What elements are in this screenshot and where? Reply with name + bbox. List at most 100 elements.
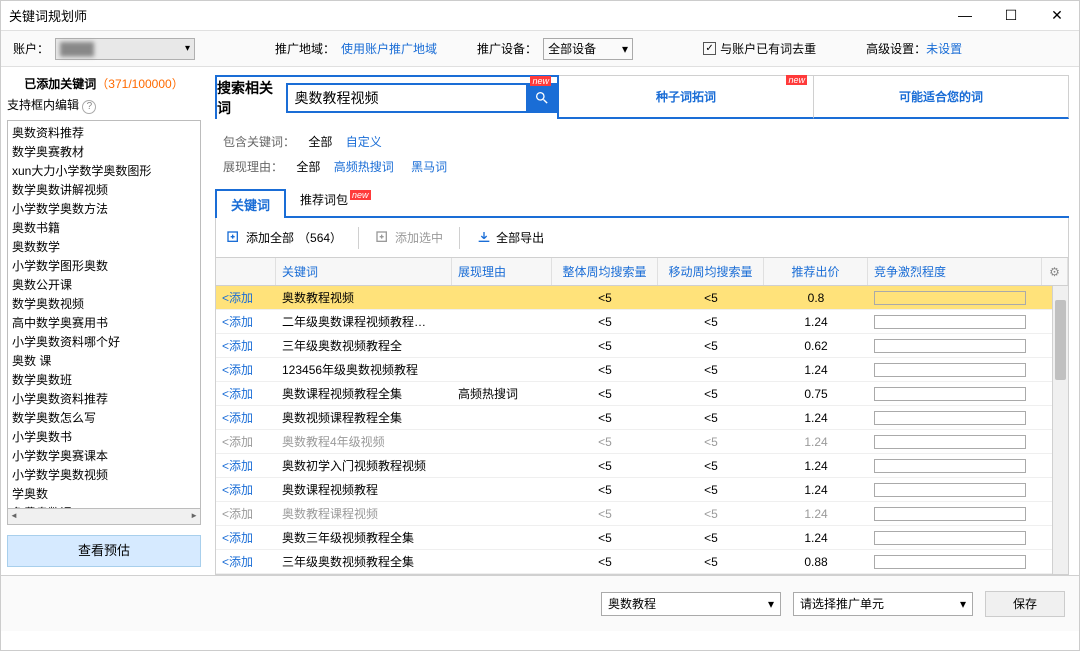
col-keyword[interactable]: 关键词 [276, 258, 452, 285]
cell-bid: 1.24 [764, 507, 868, 521]
list-item[interactable]: 奥数 课 [10, 351, 198, 370]
cell-bid: 1.24 [764, 363, 868, 377]
cell-keyword: 二年级奥数课程视频教程… [276, 313, 452, 330]
table-row[interactable]: <添加奥数课程视频教程全集高频热搜词<5<50.75 [216, 382, 1068, 406]
tab-search-related[interactable]: 搜索相关词 new [215, 75, 559, 119]
maximize-button[interactable]: ☐ [997, 7, 1025, 24]
cell-keyword: 奥数教程4年级视频 [276, 433, 452, 450]
list-item[interactable]: 数学奥数讲解视频 [10, 180, 198, 199]
main-tabs: 搜索相关词 new 种子词拓词 new 可能适合您的词 [215, 75, 1069, 119]
list-item[interactable]: 数学奥数班 [10, 370, 198, 389]
table-row[interactable]: <添加奥数教程课程视频<5<51.24 [216, 502, 1068, 526]
add-link[interactable]: <添加 [222, 483, 253, 497]
dedupe-checkbox-wrap[interactable]: ✓ 与账户已有词去重 [703, 40, 816, 57]
list-item[interactable]: 小学数学图形奥数 [10, 256, 198, 275]
horizontal-scrollbar[interactable] [7, 509, 201, 525]
settings-icon[interactable]: ⚙ [1042, 258, 1068, 285]
subtab-packs[interactable]: 推荐词包new [286, 187, 385, 216]
help-icon[interactable]: ? [82, 100, 96, 114]
add-link[interactable]: <添加 [222, 411, 253, 425]
add-link[interactable]: <添加 [222, 291, 253, 305]
adv-value-link[interactable]: 未设置 [926, 40, 962, 57]
cell-msearch: <5 [658, 387, 764, 401]
vertical-scrollbar[interactable] [1052, 286, 1068, 574]
cell-bid: 1.24 [764, 315, 868, 329]
search-input[interactable] [286, 83, 526, 113]
table-row[interactable]: <添加奥数教程视频<5<50.8 [216, 286, 1068, 310]
cell-bid: 0.8 [764, 291, 868, 305]
preview-button[interactable]: 查看预估 [7, 535, 201, 567]
list-item[interactable]: 小学奥数资料推荐 [10, 389, 198, 408]
window-title: 关键词规划师 [9, 6, 87, 25]
list-item[interactable]: 奥数公开课 [10, 275, 198, 294]
col-search[interactable]: 整体周均搜索量 [552, 258, 658, 285]
list-item[interactable]: 学奥数 [10, 484, 198, 503]
add-link[interactable]: <添加 [222, 363, 253, 377]
filter-hot[interactable]: 高频热搜词 [334, 160, 394, 174]
col-reason[interactable]: 展现理由 [452, 258, 552, 285]
list-item[interactable]: 奥数书籍 [10, 218, 198, 237]
cell-competition [868, 531, 1042, 545]
table-row[interactable]: <添加奥数初学入门视频教程视频<5<51.24 [216, 454, 1068, 478]
add-selected-icon [375, 230, 391, 246]
list-item[interactable]: 数学奥数视频 [10, 294, 198, 313]
window-controls: — ☐ ✕ [951, 7, 1071, 24]
col-msearch[interactable]: 移动周均搜索量 [658, 258, 764, 285]
table-row[interactable]: <添加123456年级奥数视频教程<5<51.24 [216, 358, 1068, 382]
table-row[interactable]: <添加奥数课程视频教程<5<51.24 [216, 478, 1068, 502]
add-all-button[interactable]: 添加全部（564） [226, 229, 342, 246]
table-row[interactable]: <添加奥数教程4年级视频<5<51.24 [216, 430, 1068, 454]
table-row[interactable]: <添加三年级奥数视频教程全<5<50.62 [216, 334, 1068, 358]
tab-seed-expand[interactable]: 种子词拓词 new [559, 75, 814, 119]
region-value-link[interactable]: 使用账户推广地域 [341, 40, 437, 57]
list-item[interactable]: 小学奥数书 [10, 427, 198, 446]
add-link[interactable]: <添加 [222, 459, 253, 473]
export-all-button[interactable]: 全部导出 [476, 229, 544, 246]
subtab-keywords[interactable]: 关键词 [215, 189, 286, 218]
cell-bid: 1.24 [764, 531, 868, 545]
save-button[interactable]: 保存 [985, 591, 1065, 617]
list-item[interactable]: 奥数资料推荐 [10, 123, 198, 142]
footer-select-campaign[interactable]: 奥数教程▾ [601, 592, 781, 616]
cell-bid: 1.24 [764, 483, 868, 497]
cell-msearch: <5 [658, 363, 764, 377]
list-item[interactable]: 小学数学奥数视频 [10, 465, 198, 484]
col-bid[interactable]: 推荐出价 [764, 258, 868, 285]
list-item[interactable]: 小学数学奥数方法 [10, 199, 198, 218]
cell-msearch: <5 [658, 315, 764, 329]
list-item[interactable]: 高中数学奥赛用书 [10, 313, 198, 332]
chevron-down-icon: ▾ [768, 597, 774, 611]
search-button[interactable] [526, 83, 557, 113]
table-header: 关键词 展现理由 整体周均搜索量 移动周均搜索量 推荐出价 竞争激烈程度 ⚙ [216, 258, 1068, 286]
account-select[interactable]: ████ ▾ [55, 38, 195, 60]
add-link[interactable]: <添加 [222, 339, 253, 353]
footer-select-adgroup[interactable]: 请选择推广单元▾ [793, 592, 973, 616]
close-button[interactable]: ✕ [1043, 7, 1071, 24]
list-item[interactable]: 小学奥数资料哪个好 [10, 332, 198, 351]
cell-keyword: 奥数课程视频教程全集 [276, 385, 452, 402]
table-row[interactable]: <添加奥数三年级视频教程全集<5<51.24 [216, 526, 1068, 550]
list-item[interactable]: 数学奥数怎么写 [10, 408, 198, 427]
tab-suitable[interactable]: 可能适合您的词 [814, 75, 1069, 119]
minimize-button[interactable]: — [951, 7, 979, 24]
add-link[interactable]: <添加 [222, 555, 253, 569]
filter-custom[interactable]: 自定义 [346, 135, 382, 149]
cell-competition [868, 411, 1042, 425]
add-link[interactable]: <添加 [222, 531, 253, 545]
table-row[interactable]: <添加奥数视频课程教程全集<5<51.24 [216, 406, 1068, 430]
add-link[interactable]: <添加 [222, 387, 253, 401]
device-select[interactable]: 全部设备 ▾ [543, 38, 633, 60]
col-competition[interactable]: 竞争激烈程度 [868, 258, 1042, 285]
filter-all[interactable]: 全部 [308, 135, 332, 149]
table-row[interactable]: <添加二年级奥数课程视频教程…<5<51.24 [216, 310, 1068, 334]
filter-all[interactable]: 全部 [296, 160, 320, 174]
list-item[interactable]: 小学数学奥赛课本 [10, 446, 198, 465]
list-item[interactable]: xun大力小学数学奥数图形 [10, 161, 198, 180]
list-item[interactable]: 奥数数学 [10, 237, 198, 256]
cell-keyword: 奥数视频课程教程全集 [276, 409, 452, 426]
added-keywords-list[interactable]: 奥数资料推荐数学奥赛教材xun大力小学数学奥数图形数学奥数讲解视频小学数学奥数方… [7, 120, 201, 509]
add-link[interactable]: <添加 [222, 315, 253, 329]
table-row[interactable]: <添加三年级奥数视频教程全集<5<50.88 [216, 550, 1068, 574]
filter-darkhorse[interactable]: 黑马词 [411, 160, 447, 174]
list-item[interactable]: 数学奥赛教材 [10, 142, 198, 161]
